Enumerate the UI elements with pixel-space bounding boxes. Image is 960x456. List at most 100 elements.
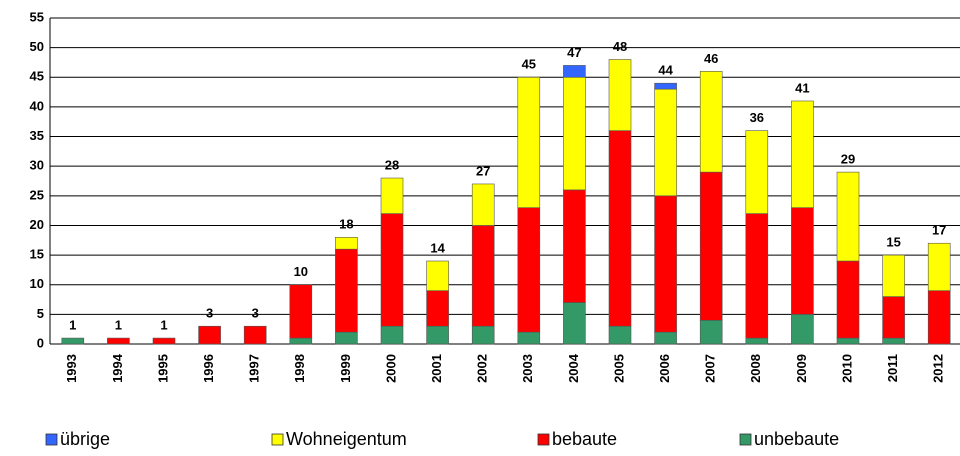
total-label: 18 — [339, 217, 353, 232]
total-label: 14 — [430, 240, 445, 255]
x-tick-label: 2011 — [885, 354, 900, 382]
total-label: 1 — [160, 318, 167, 333]
y-tick-label: 15 — [30, 247, 44, 262]
x-tick-label: 1997 — [247, 354, 262, 383]
x-tick-label: 1999 — [338, 354, 353, 383]
bar-segment — [198, 325, 221, 345]
bar-segment — [289, 337, 313, 345]
bar-segment — [608, 59, 632, 131]
bar-segment — [608, 325, 632, 345]
bar-segment — [335, 237, 358, 250]
total-label: 1 — [69, 318, 76, 333]
bar-segment — [426, 260, 449, 291]
x-tick-label: 1993 — [64, 354, 79, 383]
x-tick-label: 2005 — [611, 354, 626, 383]
legend-swatch — [537, 433, 550, 446]
bar-segment — [61, 337, 85, 345]
x-tick-label: 1994 — [110, 353, 125, 383]
bar-segment — [927, 290, 951, 345]
x-tick-label: 2000 — [383, 354, 398, 383]
bar-segment — [517, 76, 541, 208]
bar-segment — [654, 195, 677, 333]
legend-swatch — [45, 433, 58, 446]
total-label: 17 — [932, 223, 946, 238]
y-tick-label: 40 — [30, 98, 44, 113]
y-tick-label: 25 — [30, 187, 44, 202]
legend-swatch — [739, 433, 752, 446]
bar-segment — [289, 284, 313, 339]
total-label: 44 — [658, 63, 673, 78]
bar-segment — [471, 183, 495, 226]
total-label: 45 — [522, 57, 536, 72]
y-tick-label: 45 — [30, 69, 44, 84]
bar-segment — [380, 213, 404, 327]
x-tick-label: 2002 — [475, 354, 490, 383]
x-tick-label: 1995 — [155, 354, 170, 383]
bar-segment — [745, 213, 769, 339]
bar-segment — [654, 82, 677, 90]
bar-segment — [836, 171, 860, 262]
total-label: 46 — [704, 51, 718, 66]
total-label: 15 — [886, 235, 900, 250]
y-tick-label: 20 — [30, 217, 44, 232]
total-label: 47 — [567, 45, 581, 60]
x-tick-label: 2004 — [566, 353, 581, 383]
legend-label: übrige — [60, 429, 110, 449]
bar-segment — [426, 325, 449, 345]
total-label: 48 — [613, 39, 627, 54]
y-tick-label: 55 — [30, 9, 44, 24]
legend-label: bebaute — [552, 429, 617, 449]
bar-segment — [836, 260, 860, 339]
bar-segment — [243, 325, 267, 345]
x-tick-label: 2010 — [839, 354, 854, 383]
x-tick-label: 2008 — [748, 354, 763, 383]
y-tick-label: 10 — [30, 276, 44, 291]
bar-segment — [927, 242, 951, 291]
bar-segment — [563, 189, 586, 303]
total-label: 29 — [841, 152, 855, 167]
x-tick-label: 2006 — [657, 354, 672, 383]
bar-segment — [836, 337, 860, 345]
bar-segment — [380, 325, 404, 345]
x-tick-label: 2003 — [520, 354, 535, 383]
x-tick-label: 1998 — [292, 354, 307, 383]
bar-segment — [699, 319, 723, 345]
bar-segment — [745, 337, 769, 345]
bar-segment — [791, 100, 814, 208]
legend-swatch — [271, 433, 284, 446]
bar-segment — [471, 225, 495, 327]
bar-segment — [335, 331, 358, 345]
bar-segment — [107, 337, 130, 345]
bar-segment — [654, 88, 677, 197]
bar-segment — [335, 248, 358, 333]
bar-segment — [882, 254, 905, 297]
total-label: 27 — [476, 163, 490, 178]
legend-label: unbebaute — [754, 429, 839, 449]
total-label: 36 — [750, 110, 764, 125]
y-tick-label: 35 — [30, 128, 44, 143]
bar-segment — [426, 290, 449, 327]
bar-segment — [699, 71, 723, 173]
bar-segment — [563, 76, 586, 191]
y-tick-label: 0 — [37, 335, 44, 350]
y-tick-label: 50 — [30, 39, 44, 54]
x-tick-label: 2012 — [931, 354, 946, 383]
y-tick-label: 5 — [37, 306, 44, 321]
total-label: 41 — [795, 80, 809, 95]
y-tick-label: 30 — [30, 158, 44, 173]
x-tick-label: 2007 — [703, 354, 718, 383]
bar-segment — [699, 171, 723, 321]
bar-segment — [471, 325, 495, 345]
bar-segment — [791, 314, 814, 345]
bar-segment — [517, 331, 541, 345]
bar-segment — [380, 177, 404, 214]
x-tick-label: 1996 — [201, 354, 216, 383]
bar-segment — [152, 337, 176, 345]
bar-segment — [882, 296, 905, 339]
legend-label: Wohneigentum — [286, 429, 407, 449]
total-label: 10 — [294, 264, 308, 279]
bar-segment — [563, 65, 586, 78]
bar-segment — [745, 130, 769, 214]
total-label: 28 — [385, 157, 399, 172]
